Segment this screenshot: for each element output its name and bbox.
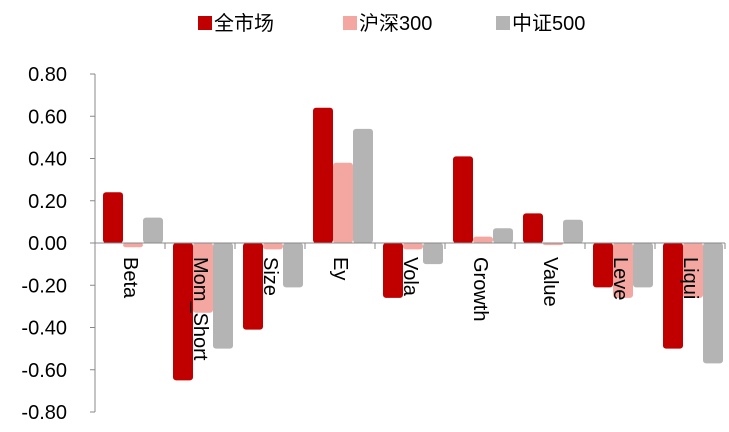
- bar-Mom_Short-中证500: [213, 243, 233, 349]
- bar-Value-中证500: [563, 219, 583, 243]
- y-tick-label: -0.80: [21, 402, 67, 424]
- y-tick-label: -0.40: [21, 318, 67, 340]
- category-label: Mom_Short: [189, 257, 211, 361]
- bar-Growth-沪深300: [473, 236, 493, 243]
- legend-label: 全市场: [214, 12, 274, 35]
- bar-Ey-沪深300: [333, 162, 353, 243]
- legend-swatch-全市场: [198, 16, 212, 30]
- y-tick-label: -0.20: [21, 275, 67, 297]
- category-label: Growth: [469, 257, 491, 321]
- bar-Ey-中证500: [353, 128, 373, 243]
- bar-Growth-中证500: [493, 228, 513, 243]
- bar-Size-沪深300: [263, 243, 283, 250]
- bar-Vola-沪深300: [403, 243, 423, 250]
- bar-Leve-沪深300: [613, 243, 633, 298]
- bar-Ey-全市场: [313, 107, 333, 243]
- legend-swatch-中证500: [496, 16, 510, 30]
- bar-Leve-全市场: [593, 243, 613, 288]
- bar-Growth-全市场: [453, 156, 473, 243]
- bar-Mom_Short-全市场: [173, 243, 193, 381]
- y-tick-label: 0.20: [28, 191, 67, 213]
- bar-Value-沪深300: [543, 243, 563, 246]
- bar-Liqui-中证500: [703, 243, 723, 364]
- bar-Leve-中证500: [633, 243, 653, 288]
- category-label: Size: [259, 257, 281, 296]
- y-tick-label: 0.00: [28, 233, 67, 255]
- bar-Liqui-沪深300: [683, 243, 703, 298]
- legend-swatch-沪深300: [343, 16, 357, 30]
- bar-Mom_Short-沪深300: [193, 243, 213, 313]
- category-label: Ey: [329, 257, 351, 280]
- bar-Liqui-全市场: [663, 243, 683, 349]
- category-label: Leve: [609, 257, 631, 300]
- category-label: Liqui: [679, 257, 701, 299]
- category-label: Value: [539, 257, 561, 307]
- y-tick-label: -0.60: [21, 360, 67, 382]
- y-tick-label: 0.60: [28, 106, 67, 128]
- y-tick-label: 0.40: [28, 149, 67, 171]
- bar-Vola-全市场: [383, 243, 403, 298]
- legend-label: 中证500: [512, 12, 585, 35]
- bar-Size-中证500: [283, 243, 303, 288]
- bar-Beta-中证500: [143, 217, 163, 243]
- bar-Beta-沪深300: [123, 243, 143, 248]
- bar-Size-全市场: [243, 243, 263, 330]
- bar-Vola-中证500: [423, 243, 443, 265]
- category-label: Vola: [399, 257, 421, 297]
- bar-Beta-全市场: [103, 192, 123, 243]
- bar-Value-全市场: [523, 213, 543, 243]
- legend-label: 沪深300: [359, 12, 432, 35]
- category-label: Beta: [119, 257, 141, 299]
- y-tick-label: 0.80: [28, 64, 67, 86]
